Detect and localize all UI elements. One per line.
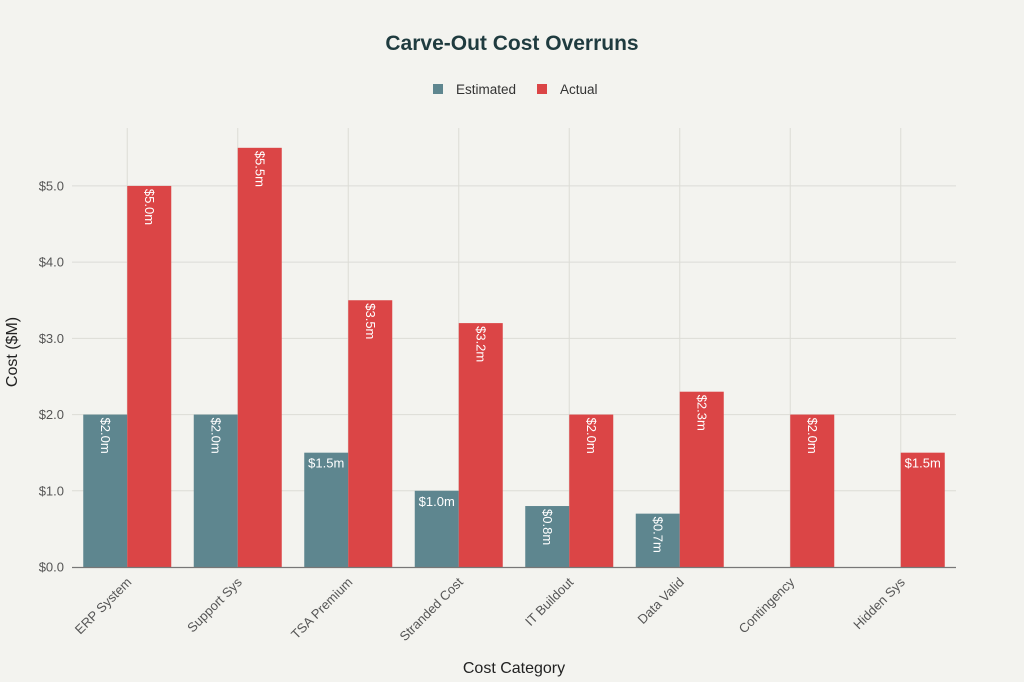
data-label: $1.5m <box>308 456 344 471</box>
legend-label-estimated: Estimated <box>456 82 516 97</box>
x-tick-label: TSA Premium <box>288 575 355 642</box>
data-label: $0.8m <box>540 509 555 545</box>
legend-swatch-estimated <box>433 84 443 94</box>
x-axis-title: Cost Category <box>463 660 565 677</box>
legend-swatch-actual <box>537 84 547 94</box>
y-tick-label: $0.0 <box>39 560 64 575</box>
x-tick-label: Data Valid <box>635 575 687 627</box>
data-label: $1.0m <box>419 494 455 509</box>
y-tick-label: $5.0 <box>39 178 64 193</box>
data-label: $3.5m <box>363 303 378 339</box>
x-tick-label: Stranded Cost <box>396 574 466 644</box>
bar-estimated <box>83 414 128 567</box>
y-tick-label: $1.0 <box>39 483 64 498</box>
x-tick-label: IT Buildout <box>522 574 577 629</box>
bar-estimated <box>635 513 680 567</box>
x-tick-label: Hidden Sys <box>850 574 908 632</box>
y-axis-title: Cost ($M) <box>4 317 21 387</box>
x-tick-label: Support Sys <box>184 574 245 635</box>
bar-estimated <box>193 414 238 567</box>
data-label: $2.0m <box>208 418 223 454</box>
bar-actual <box>348 300 393 567</box>
bar-estimated <box>304 452 349 567</box>
data-label: $2.0m <box>584 418 599 454</box>
bar-actual <box>790 414 835 567</box>
x-axis-ticks: ERP System Support Sys TSA Premium Stranded… <box>72 574 908 644</box>
data-label: $1.5m <box>905 456 941 471</box>
data-label: $5.0m <box>142 189 157 225</box>
legend-label-actual: Actual <box>560 82 598 97</box>
data-label: $5.5m <box>252 151 267 187</box>
bar-actual <box>569 414 614 567</box>
bars: $2.0m $2.0m $1.5m $1.0m $0.8m $0.7m $5.0m $5.5m… <box>83 147 945 567</box>
bar-actual <box>237 147 282 567</box>
bar-estimated <box>525 506 570 567</box>
bar-actual <box>127 185 172 567</box>
chart-title: Carve-Out Cost Overruns <box>385 32 638 55</box>
y-tick-label: $3.0 <box>39 331 64 346</box>
bar-actual <box>679 391 724 567</box>
bar-actual <box>900 452 945 567</box>
bar-estimated <box>414 490 459 567</box>
bar-actual <box>458 323 503 567</box>
y-axis-ticks: $0.0 $1.0 $2.0 $3.0 $4.0 $5.0 <box>39 178 64 574</box>
legend: Estimated Actual <box>433 82 598 97</box>
data-label: $2.0m <box>98 418 113 454</box>
data-label: $3.2m <box>473 326 488 362</box>
y-tick-label: $4.0 <box>39 255 64 270</box>
x-tick-label: Contingency <box>736 574 798 636</box>
x-tick-label: ERP System <box>72 575 135 638</box>
data-label: $2.0m <box>805 418 820 454</box>
y-tick-label: $2.0 <box>39 407 64 422</box>
data-label: $0.7m <box>650 517 665 553</box>
data-label: $2.3m <box>694 395 709 431</box>
